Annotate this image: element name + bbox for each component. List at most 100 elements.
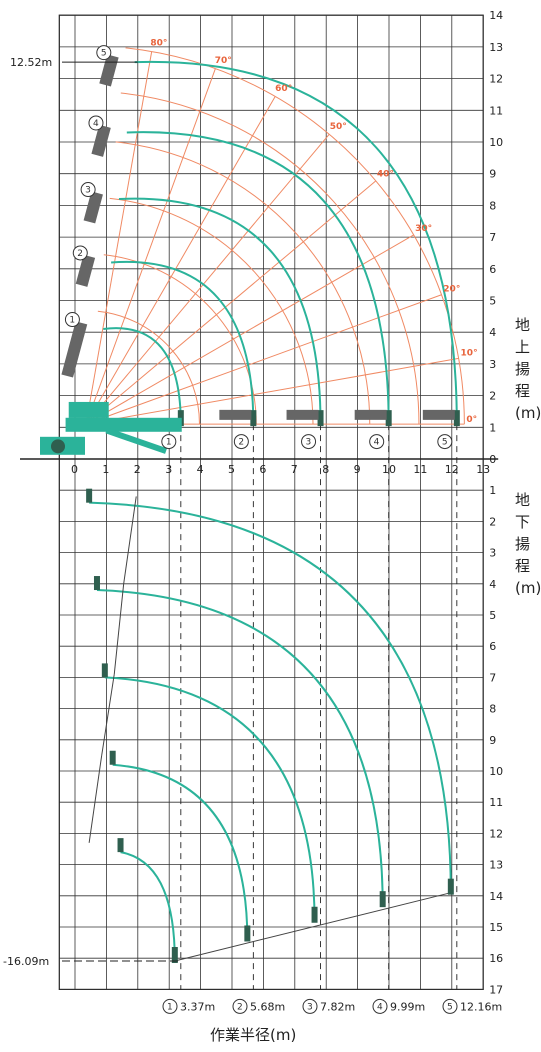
x-tick-label: 11 bbox=[413, 463, 427, 476]
legend-circle bbox=[442, 998, 458, 1014]
hook-marker bbox=[117, 838, 124, 853]
hook-marker bbox=[447, 878, 454, 895]
x-tick-label: 3 bbox=[165, 463, 172, 476]
boom-upright bbox=[75, 254, 96, 287]
envelope-arc-above bbox=[126, 131, 390, 425]
boom-number: 2 bbox=[77, 249, 83, 259]
y-tick-label: 15 bbox=[489, 921, 503, 934]
x-tick-label: 1 bbox=[102, 463, 109, 476]
y-tick-label: 3 bbox=[489, 547, 496, 560]
boom-number: 3 bbox=[306, 438, 312, 448]
legend-number: 3 bbox=[307, 1002, 313, 1012]
y-tick-label: 1 bbox=[489, 421, 496, 434]
envelope-arc-below bbox=[89, 501, 452, 893]
hook-marker bbox=[86, 488, 93, 503]
legend-radius: 5.68m bbox=[250, 1000, 285, 1013]
hook-marker bbox=[385, 410, 392, 427]
y-axis-title-above: 程 bbox=[515, 382, 530, 400]
boom-number: 4 bbox=[374, 438, 380, 448]
crane-outrigger bbox=[105, 427, 168, 454]
hook-marker bbox=[379, 891, 386, 908]
y-axis-title-below: 程 bbox=[515, 557, 530, 575]
boom-range-arc bbox=[109, 197, 314, 425]
legend-radius: 12.16m bbox=[460, 1000, 502, 1013]
envelope-arc-below bbox=[120, 851, 176, 962]
depth-line bbox=[174, 892, 451, 962]
x-tick-label: 4 bbox=[197, 463, 204, 476]
hook-path bbox=[101, 674, 115, 756]
angle-label: 40° bbox=[377, 169, 394, 179]
hook-marker bbox=[93, 576, 100, 591]
y-tick-label: 16 bbox=[489, 952, 503, 965]
angle-ray bbox=[85, 51, 153, 425]
y-axis-title-above: 揚 bbox=[515, 360, 530, 378]
boom-number-circle bbox=[301, 434, 317, 450]
envelope-arc-below bbox=[112, 763, 249, 940]
y-tick-label: 13 bbox=[489, 41, 503, 54]
angle-label: 0° bbox=[466, 415, 477, 425]
y-tick-label: 7 bbox=[489, 231, 496, 244]
boom-number-circle bbox=[88, 115, 104, 131]
y-tick-label: 12 bbox=[489, 827, 503, 840]
x-tick-label: 0 bbox=[71, 463, 78, 476]
boom-range-arc bbox=[115, 141, 371, 425]
boom-number: 1 bbox=[69, 316, 75, 326]
boom-number-circle bbox=[72, 245, 88, 261]
boom-number: 1 bbox=[166, 438, 172, 448]
x-tick-label: 6 bbox=[259, 463, 266, 476]
angle-ray bbox=[85, 68, 216, 425]
boom-range-arc bbox=[97, 310, 201, 425]
angle-label: 80° bbox=[150, 39, 167, 49]
angle-label: 70° bbox=[215, 56, 232, 66]
crane-body bbox=[40, 54, 460, 964]
hook-marker bbox=[250, 410, 257, 427]
y-tick-label: 10 bbox=[489, 765, 503, 778]
y-tick-label: 2 bbox=[489, 390, 496, 403]
x-tick-label: 12 bbox=[445, 463, 459, 476]
envelope-arc-above bbox=[118, 197, 322, 425]
y-axis-title-below: 地 bbox=[515, 491, 530, 509]
y-tick-label: 7 bbox=[489, 671, 496, 684]
boom-arcs bbox=[85, 47, 465, 990]
legend-radius: 3.37m bbox=[180, 1000, 215, 1013]
y-tick-label: 9 bbox=[489, 168, 496, 181]
y-tick-label: 8 bbox=[489, 199, 496, 212]
hook-marker bbox=[171, 947, 178, 964]
angle-ray bbox=[85, 96, 276, 425]
hook-path bbox=[113, 583, 125, 675]
legend-circle bbox=[372, 998, 388, 1014]
boom-section bbox=[354, 409, 387, 420]
legend-radius: 9.99m bbox=[390, 1000, 425, 1013]
y-tick-label: 10 bbox=[489, 136, 503, 149]
x-tick-label: 13 bbox=[476, 463, 490, 476]
y-axis-title-below: (m) bbox=[515, 579, 541, 597]
boom-number: 2 bbox=[238, 438, 244, 448]
max-height-label: 12.52m bbox=[10, 56, 52, 69]
y-tick-label: 2 bbox=[489, 515, 496, 528]
angle-ray bbox=[85, 357, 459, 425]
legend-radius: 7.82m bbox=[320, 1000, 355, 1013]
y-tick-label: 14 bbox=[489, 9, 503, 22]
y-axis-title-above: 上 bbox=[515, 338, 530, 356]
hook-path bbox=[123, 496, 137, 584]
boom-upright bbox=[61, 321, 88, 378]
angle-ray bbox=[85, 294, 442, 425]
legend-number: 5 bbox=[447, 1002, 453, 1012]
legend-circle bbox=[232, 998, 248, 1014]
angle-label: 60° bbox=[275, 84, 292, 94]
crane-cab bbox=[68, 401, 109, 418]
angle-ray bbox=[85, 234, 414, 425]
y-tick-label: 13 bbox=[489, 859, 503, 872]
hook-marker bbox=[453, 410, 460, 427]
hook-marker bbox=[109, 750, 116, 765]
envelope-arc-below bbox=[96, 589, 384, 906]
y-tick-label: 11 bbox=[489, 796, 503, 809]
envelope-arc-above bbox=[111, 260, 255, 425]
x-tick-label: 9 bbox=[354, 463, 361, 476]
angle-ray bbox=[85, 180, 377, 425]
angle-ray bbox=[85, 133, 330, 425]
hook-marker bbox=[244, 925, 251, 942]
y-tick-label: 11 bbox=[489, 104, 503, 117]
legend-circle bbox=[162, 998, 178, 1014]
